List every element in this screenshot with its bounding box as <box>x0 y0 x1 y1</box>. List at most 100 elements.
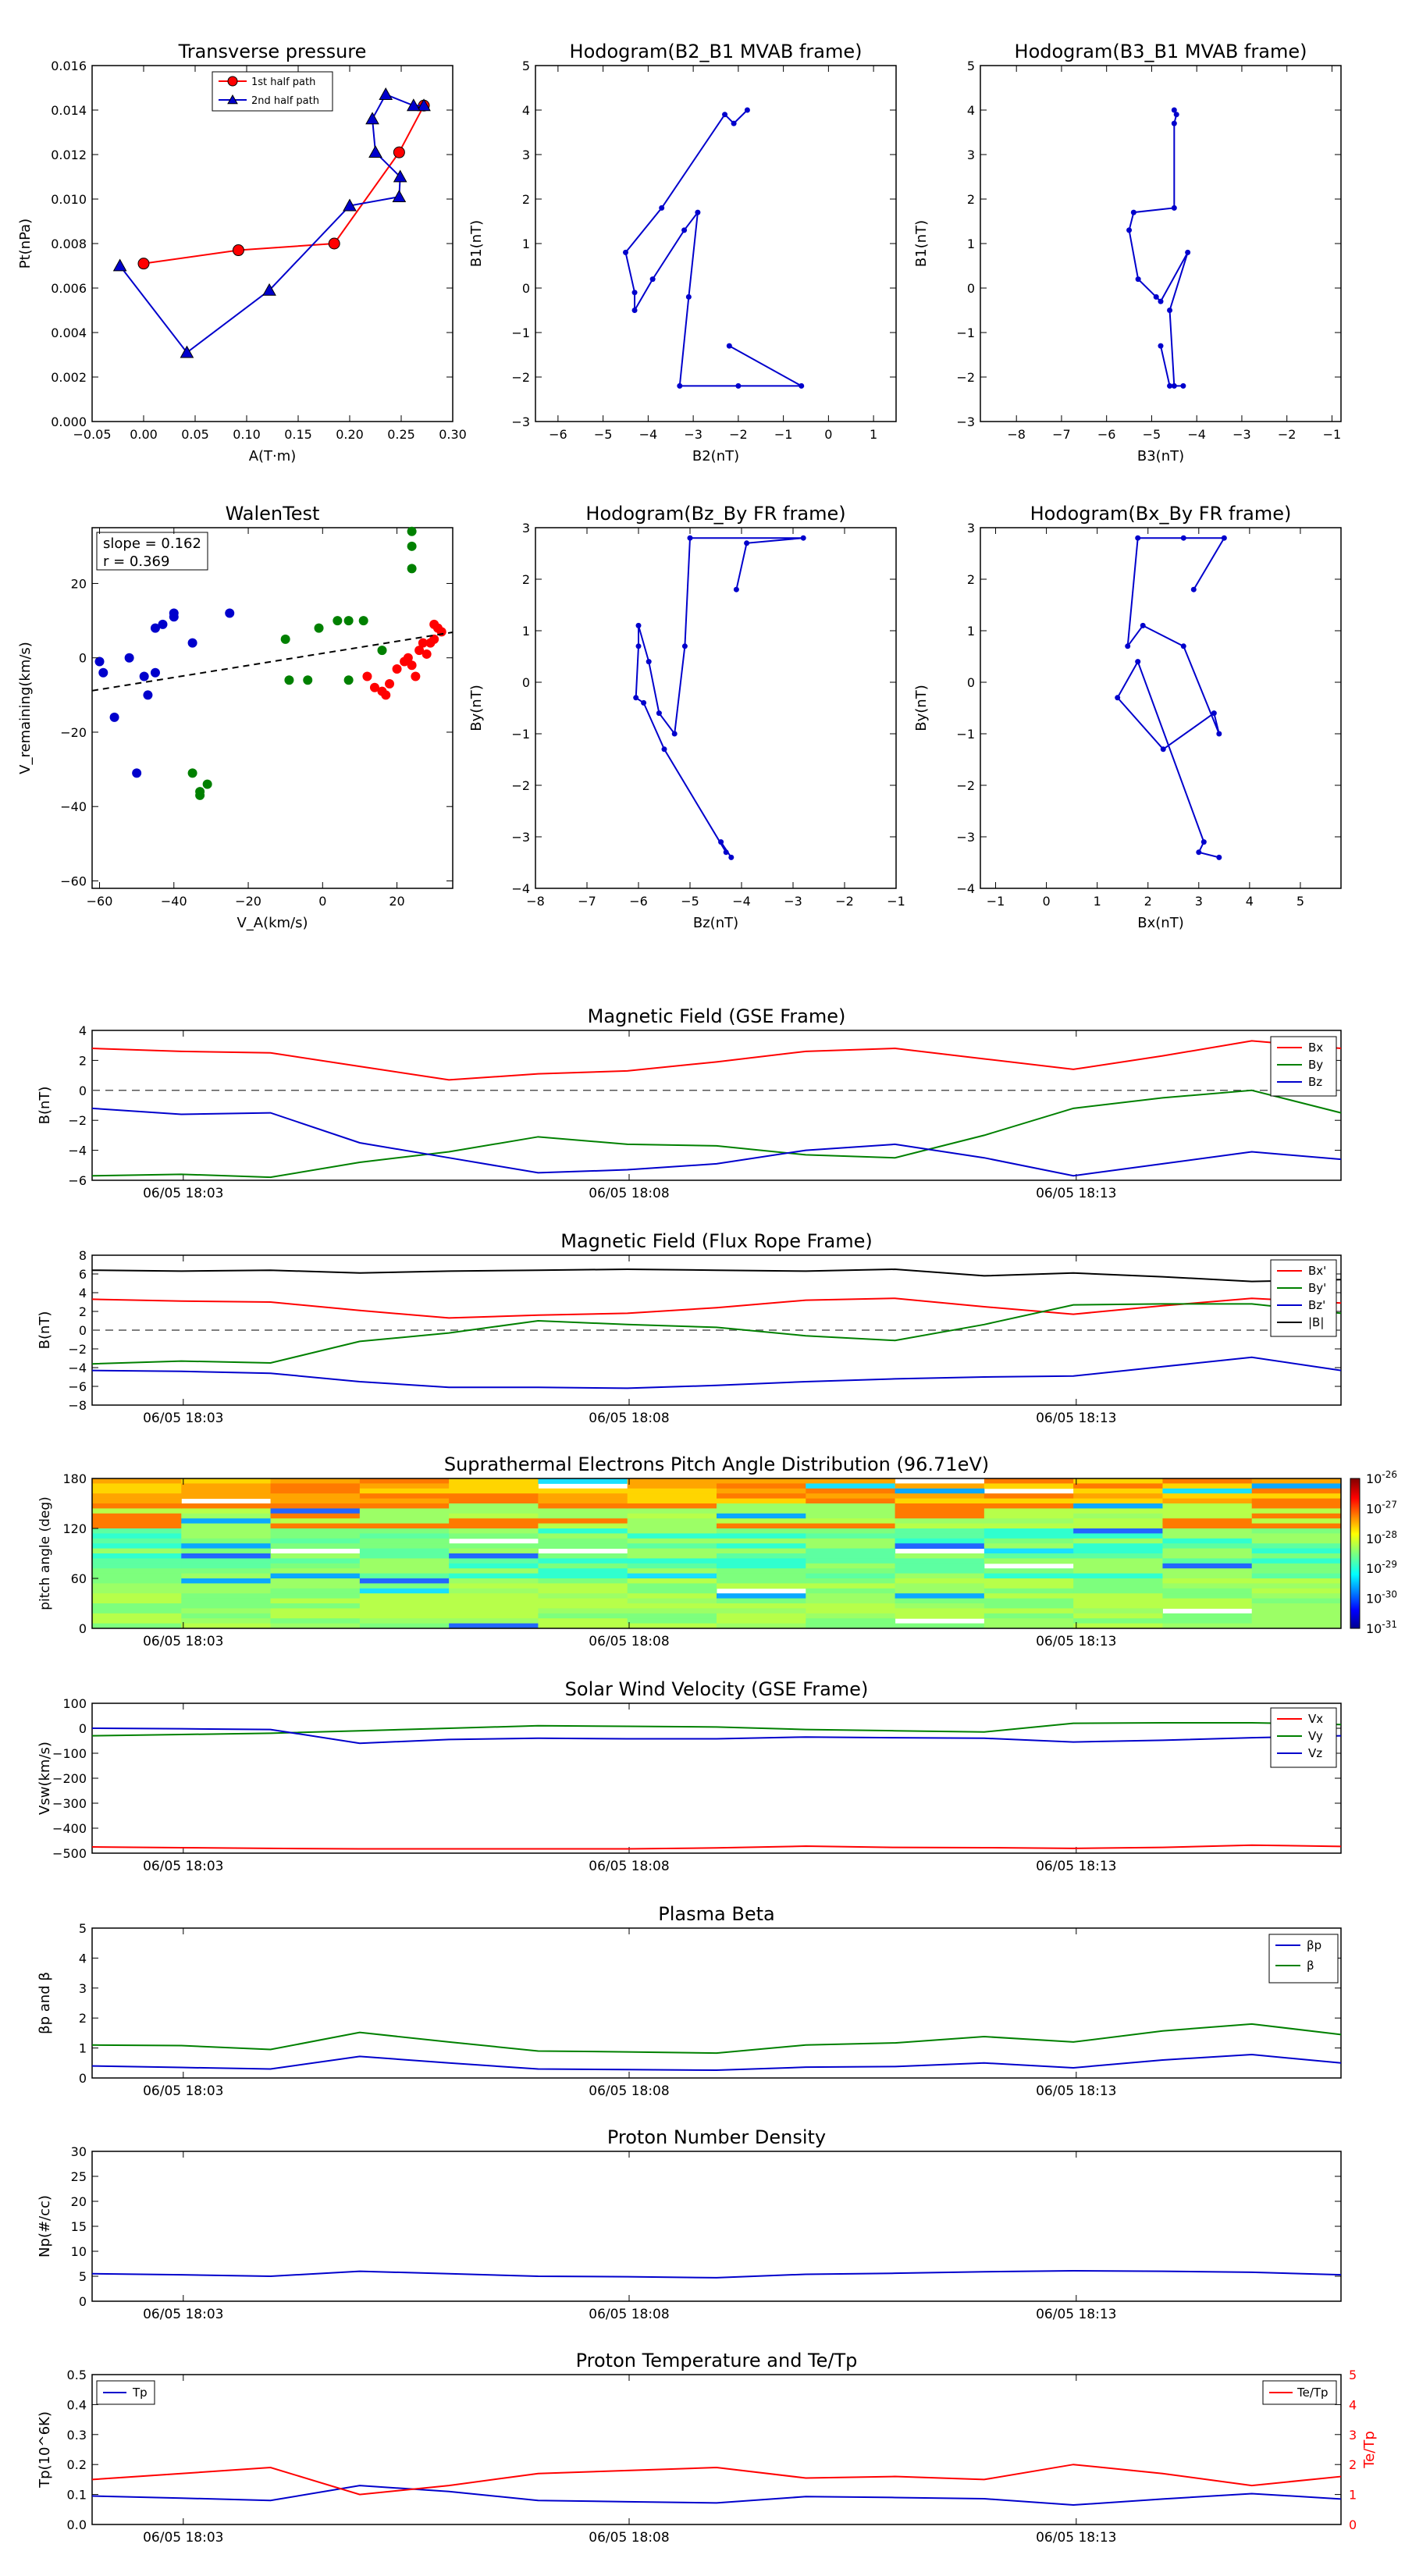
heatmap-cell <box>181 1528 272 1534</box>
y-tick-label: 30 <box>71 2144 87 2159</box>
heatmap-cell <box>538 1623 628 1629</box>
heatmap-cell <box>1073 1553 1163 1559</box>
series-line-0 <box>624 109 805 387</box>
legend: Vx Vy Vz <box>1270 1707 1337 1768</box>
heatmap-cell <box>717 1543 806 1550</box>
heatmap-cell <box>1073 1603 1163 1609</box>
heatmap-cell <box>270 1478 361 1484</box>
x-axis-label: A(T·m) <box>249 448 297 464</box>
data-point <box>365 112 379 125</box>
legend-label: Te/Tp <box>1297 2386 1329 2400</box>
legend-label: 1st half path <box>251 76 315 88</box>
data-point <box>303 675 313 685</box>
data-point <box>1153 294 1159 300</box>
y-tick-label: 3 <box>967 521 975 535</box>
x-tick-label: 0 <box>1042 894 1050 909</box>
x-tick-label: 06/05 18:13 <box>1036 2307 1116 2322</box>
y-tick-label: 2 <box>79 1304 87 1319</box>
x-tick-label: 06/05 18:08 <box>589 1411 669 1426</box>
heatmap-cell <box>359 1498 450 1504</box>
heatmap-cell <box>1251 1558 1342 1564</box>
heatmap-cell <box>92 1553 182 1559</box>
data-point <box>169 612 179 622</box>
heatmap-cell <box>806 1478 896 1484</box>
heatmap-cell <box>1251 1503 1342 1509</box>
heatmap-cell <box>181 1593 272 1599</box>
heatmap-cell <box>627 1593 717 1599</box>
heatmap-cell <box>717 1603 806 1609</box>
heatmap-cell <box>806 1493 896 1500</box>
heatmap-cell <box>359 1568 450 1574</box>
heatmap-cell <box>627 1568 717 1574</box>
chart-title: Transverse pressure <box>178 41 367 62</box>
x-tick-label: 5 <box>1297 894 1304 909</box>
heatmap-cell <box>359 1528 450 1534</box>
heatmap-cell <box>717 1573 806 1579</box>
heatmap-cell <box>895 1498 985 1504</box>
data-point <box>132 768 142 778</box>
x-tick-label: 06/05 18:08 <box>589 2307 669 2322</box>
heatmap-cell <box>359 1513 450 1519</box>
data-point <box>158 619 168 629</box>
legend-label: Bz' <box>1308 1298 1325 1312</box>
x-tick-label: −2 <box>729 427 748 442</box>
data-point <box>150 667 160 678</box>
heatmap-cell <box>1073 1483 1163 1489</box>
chart-5: Hodogram(Bx_By FR frame) −1 0 1 2 3 4 5 −4 −3 −2 −1… <box>913 503 1342 931</box>
heatmap-cell <box>449 1588 539 1594</box>
x-tick-label: −1 <box>774 427 793 442</box>
series-line-1 <box>119 93 425 354</box>
heatmap-cell <box>92 1558 182 1564</box>
heatmap-cell <box>538 1603 628 1609</box>
heatmap-cell <box>359 1558 450 1564</box>
data-point <box>799 382 805 389</box>
y-tick-label: −8 <box>68 1398 87 1413</box>
data-point <box>1190 586 1197 592</box>
data-point <box>314 623 324 633</box>
heatmap-cell <box>1073 1613 1163 1619</box>
heatmap-cell <box>181 1538 272 1544</box>
legend-label: Tp <box>132 2386 148 2400</box>
y-tick-label: −60 <box>60 873 87 888</box>
heatmap-cell <box>627 1608 717 1614</box>
heatmap-cell <box>895 1613 985 1619</box>
heatmap-cell <box>270 1488 361 1494</box>
heatmap-cell <box>92 1593 182 1599</box>
heatmap-cell <box>538 1478 628 1484</box>
heatmap-cell <box>895 1598 985 1604</box>
heatmap-cell <box>806 1488 896 1494</box>
y-tick-label: 0 <box>79 1721 87 1736</box>
data-point <box>1211 710 1217 717</box>
heatmap-cell <box>359 1623 450 1629</box>
heatmap-cell <box>449 1568 539 1574</box>
y-tick-label: 4 <box>79 1951 87 1966</box>
heatmap-cell <box>538 1488 628 1494</box>
heatmap-cell <box>1073 1588 1163 1594</box>
heatmap-cell <box>449 1573 539 1579</box>
legend-label: Vx <box>1308 1712 1323 1726</box>
y-axis-label: B1(nT) <box>468 220 485 267</box>
heatmap-cell <box>270 1573 361 1579</box>
data-point <box>623 249 628 255</box>
heatmap-cell <box>1073 1508 1163 1514</box>
heatmap-cell <box>181 1503 272 1509</box>
heatmap-cell <box>538 1618 628 1624</box>
data-point <box>187 768 197 778</box>
y-tick-label: 0.004 <box>51 326 87 340</box>
heatmap-cell <box>627 1508 717 1514</box>
chart-9: Solar Wind Velocity (GSE Frame) −500 −400 −… <box>37 1678 1342 1874</box>
chart-title: Magnetic Field (GSE Frame) <box>588 1005 846 1027</box>
data-point <box>681 643 688 649</box>
data-point <box>381 690 391 700</box>
heatmap-cell <box>984 1613 1074 1619</box>
heatmap-cell <box>92 1543 182 1550</box>
y-tick-label: 0.006 <box>51 281 87 296</box>
heatmap-cell <box>806 1588 896 1594</box>
legend-box <box>1270 1259 1337 1337</box>
heatmap-cell <box>627 1598 717 1604</box>
y-tick-label: 0.2 <box>67 2457 87 2472</box>
data-point <box>137 258 150 270</box>
heatmap-cell <box>984 1533 1074 1539</box>
heatmap-cell <box>538 1498 628 1504</box>
heatmap-cell <box>1073 1488 1163 1494</box>
